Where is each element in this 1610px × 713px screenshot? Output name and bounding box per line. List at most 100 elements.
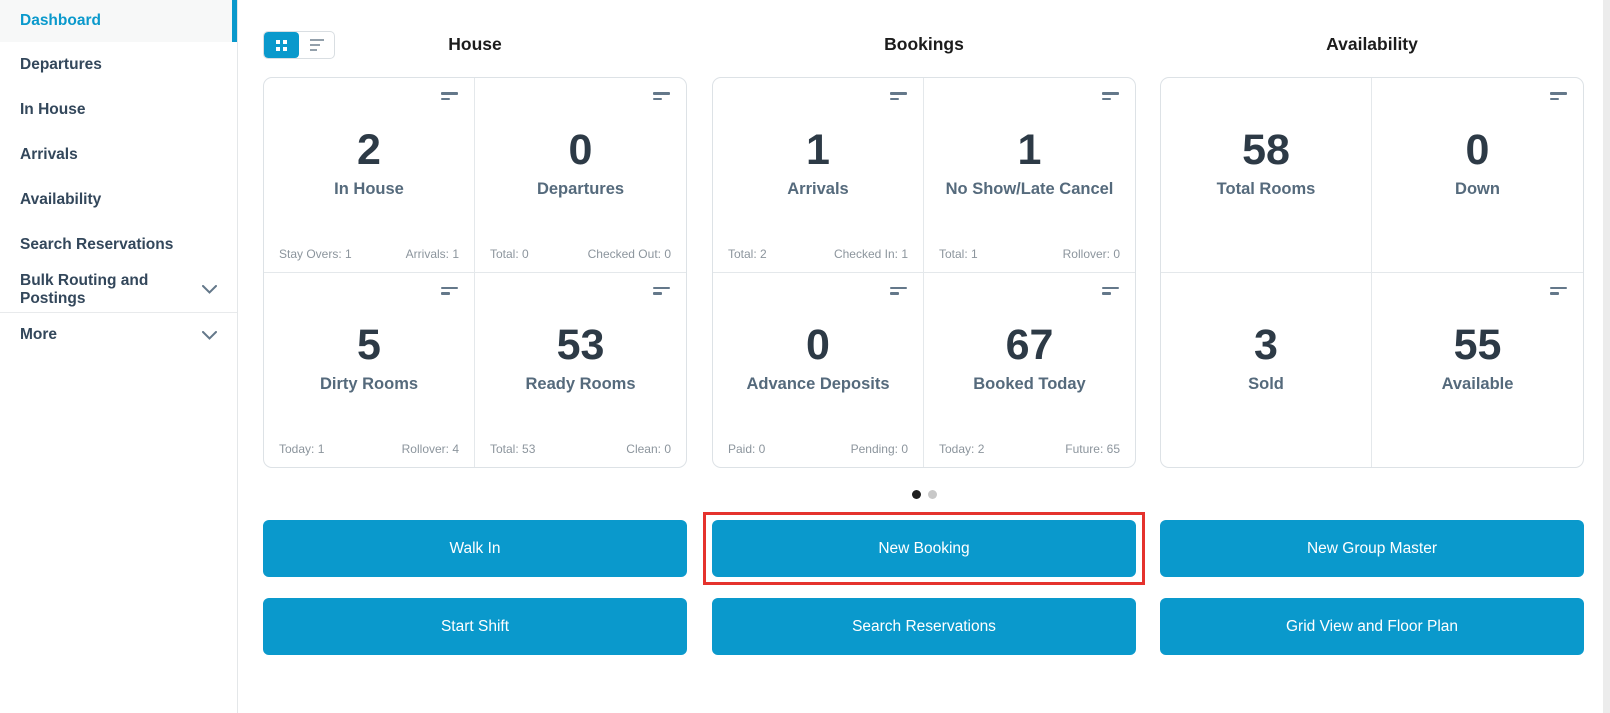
sidebar: Dashboard Departures In House Arrivals A… — [0, 0, 238, 713]
view-toggle — [263, 31, 335, 59]
stat-footer-right: Arrivals: 1 — [405, 246, 459, 261]
sidebar-item-label: Search Reservations — [20, 235, 174, 253]
stat-footer-left: Total: 1 — [939, 246, 978, 261]
stat-footer-left: Today: 2 — [939, 442, 985, 456]
stat-value: 67 — [1005, 320, 1054, 369]
stat-label: Dirty Rooms — [319, 374, 419, 393]
stat-card-departures: 0 Departures Total: 0 Checked Out: 0 — [475, 78, 686, 273]
stat-card-advance-deposits: 0 Advance Deposits Paid: 0 Pending: 0 — [713, 272, 924, 467]
list-view-icon — [309, 39, 324, 51]
card-menu-icon[interactable] — [653, 286, 670, 295]
sidebar-item-more[interactable]: More — [0, 312, 237, 357]
stat-label: Down — [1455, 179, 1500, 198]
stat-footer-left: Paid: 0 — [728, 442, 766, 456]
stat-value: 0 — [806, 320, 830, 369]
card-menu-icon[interactable] — [890, 286, 907, 295]
grid-view-toggle[interactable] — [264, 32, 299, 58]
sidebar-item-availability[interactable]: Availability — [0, 177, 237, 222]
stat-label: No Show/Late Cancel — [945, 179, 1114, 198]
stat-value: 3 — [1254, 320, 1278, 369]
stat-label: Available — [1441, 374, 1514, 393]
new-booking-button[interactable]: New Booking — [712, 520, 1136, 577]
card-menu-icon[interactable] — [890, 92, 907, 100]
sidebar-item-label: More — [20, 326, 58, 343]
carousel-pagination — [712, 468, 1136, 520]
sidebar-item-in-house[interactable]: In House — [0, 87, 237, 132]
stat-label: Arrivals — [787, 179, 849, 198]
stat-footer-right: Clean: 0 — [626, 442, 671, 456]
sidebar-item-search-reservations[interactable]: Search Reservations — [0, 222, 237, 267]
vertical-scrollbar[interactable] — [1603, 0, 1610, 713]
card-menu-icon[interactable] — [1550, 286, 1567, 295]
house-cards: 2 In House Stay Overs: 1 Arrivals: 1 0 D… — [263, 77, 687, 468]
stat-card-total-rooms: 58 Total Rooms — [1161, 78, 1372, 273]
chevron-down-icon — [202, 330, 217, 340]
stat-card-ready-rooms: 53 Ready Rooms Total: 53 Clean: 0 — [475, 273, 686, 468]
stat-footer-left: Today: 1 — [279, 442, 325, 456]
card-menu-icon[interactable] — [1102, 92, 1119, 100]
list-view-toggle[interactable] — [299, 32, 334, 58]
pagination-dot-1[interactable] — [911, 489, 921, 499]
sidebar-item-label: Dashboard — [20, 12, 101, 29]
start-shift-button[interactable]: Start Shift — [263, 598, 687, 655]
stat-value: 2 — [357, 125, 381, 174]
stat-footer-right: Rollover: 4 — [401, 442, 459, 456]
dots-spacer — [263, 468, 687, 520]
search-reservations-button[interactable]: Search Reservations — [712, 598, 1136, 655]
card-menu-icon[interactable] — [1550, 92, 1567, 100]
stat-footer-right: Pending: 0 — [850, 442, 908, 456]
card-menu-icon[interactable] — [1102, 286, 1119, 295]
sidebar-item-bulk-routing-and-postings[interactable]: Bulk Routing and Postings — [0, 267, 237, 312]
grid-view-icon — [276, 39, 287, 51]
stat-footer-left: Stay Overs: 1 — [279, 246, 352, 261]
stat-value: 0 — [1465, 125, 1490, 174]
availability-cards: 58 Total Rooms 0 Down 3 Sold — [1160, 77, 1584, 468]
card-menu-icon[interactable] — [653, 92, 670, 100]
stat-card-booked-today: 67 Booked Today Today: 2 Future: 65 — [924, 273, 1135, 468]
availability-column: Availability 58 Total Rooms 0 Down 3 Sol… — [1160, 0, 1584, 655]
stat-label: In House — [334, 179, 404, 198]
sidebar-item-dashboard[interactable]: Dashboard — [0, 0, 237, 42]
stat-label: Total Rooms — [1216, 179, 1316, 198]
stat-label: Sold — [1248, 374, 1284, 393]
stat-footer-left: Total: 0 — [490, 246, 529, 261]
sidebar-item-label: Departures — [20, 55, 102, 73]
stat-label: Departures — [536, 179, 625, 198]
stat-footer-right: Rollover: 0 — [1062, 246, 1120, 261]
stat-footer-right: Future: 65 — [1065, 442, 1120, 456]
card-menu-icon[interactable] — [441, 92, 458, 100]
walk-in-button[interactable]: Walk In — [263, 520, 687, 577]
sidebar-item-departures[interactable]: Departures — [0, 42, 237, 87]
grid-view-floor-plan-button[interactable]: Grid View and Floor Plan — [1160, 598, 1584, 655]
stat-value: 5 — [357, 320, 381, 369]
sidebar-item-arrivals[interactable]: Arrivals — [0, 132, 237, 177]
stat-label: Ready Rooms — [525, 374, 636, 393]
stat-value: 53 — [556, 320, 605, 369]
stat-footer-left: Total: 53 — [490, 442, 536, 456]
stat-footer-right: Checked In: 1 — [833, 246, 908, 261]
sidebar-item-label: Availability — [20, 190, 102, 208]
bookings-cards: 1 Arrivals Total: 2 Checked In: 1 1 No S… — [712, 77, 1136, 468]
stat-card-dirty-rooms: 5 Dirty Rooms Today: 1 Rollover: 4 — [264, 272, 475, 467]
sidebar-item-label: Bulk Routing and Postings — [20, 271, 149, 307]
column-header-bookings: Bookings — [884, 34, 964, 54]
stat-label: Booked Today — [973, 374, 1086, 393]
dots-spacer — [1160, 468, 1584, 520]
stat-card-in-house: 2 In House Stay Overs: 1 Arrivals: 1 — [264, 78, 475, 273]
stat-card-arrivals: 1 Arrivals Total: 2 Checked In: 1 — [713, 78, 924, 273]
new-group-master-button[interactable]: New Group Master — [1160, 520, 1584, 577]
column-header-house: House — [448, 34, 502, 54]
stat-footer-left: Total: 2 — [728, 246, 767, 261]
stat-card-no-show-late-cancel: 1 No Show/Late Cancel Total: 1 Rollover:… — [924, 78, 1135, 273]
stat-card-available: 55 Available — [1372, 273, 1583, 468]
stat-card-sold: 3 Sold — [1161, 272, 1372, 467]
chevron-down-icon — [202, 285, 217, 294]
pagination-dot-2[interactable] — [927, 489, 937, 499]
house-column: House 2 In House Stay Overs: 1 Arrivals:… — [263, 0, 687, 655]
stat-value: 55 — [1453, 320, 1502, 369]
column-header-availability: Availability — [1326, 34, 1418, 54]
stat-card-down: 0 Down — [1372, 78, 1583, 273]
bookings-column: Bookings 1 Arrivals Total: 2 Checked In:… — [703, 0, 1145, 655]
card-menu-icon[interactable] — [441, 286, 458, 295]
